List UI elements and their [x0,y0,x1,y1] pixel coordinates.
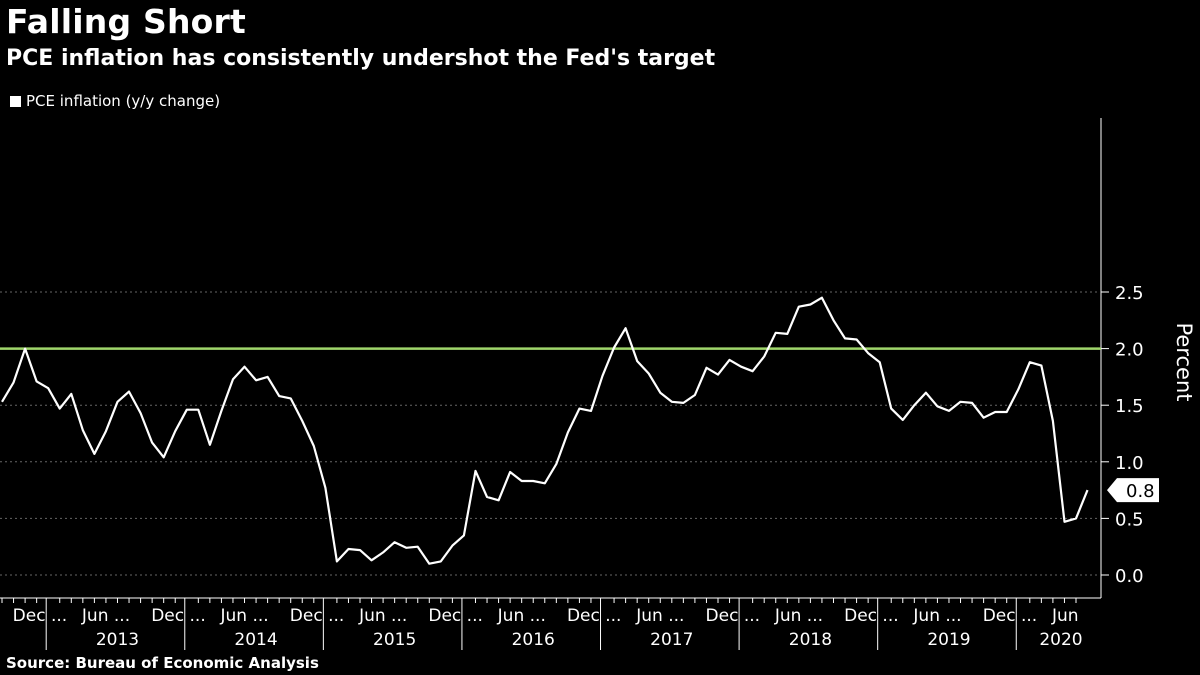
x-year-label: 2017 [650,630,693,650]
y-axis-title: Percent [1172,322,1196,401]
legend-swatch [10,95,21,107]
y-tick-label: 1.5 [1115,396,1144,417]
x-month-label: Dec ... [428,606,483,626]
x-month-label: Dec ... [706,606,761,626]
x-month-label: Jun [1051,606,1079,626]
y-tick-label: 2.5 [1115,283,1144,304]
x-year-label: 2018 [789,630,832,650]
y-tick-label: 2.0 [1115,340,1144,361]
x-month-label: Dec ... [983,606,1038,626]
y-tick-label: 1.0 [1115,453,1144,474]
legend: PCE inflation (y/y change) [10,92,220,110]
x-month-label: Jun ... [220,606,269,626]
x-month-label: Jun ... [635,606,684,626]
y-tick-label: 0.5 [1115,509,1144,530]
last-value-label: 0.8 [1126,481,1155,502]
x-month-label: Dec ... [567,606,622,626]
x-month-label: Dec ... [844,606,899,626]
legend-label: PCE inflation (y/y change) [26,92,221,110]
x-month-label: Jun ... [912,606,961,626]
x-month-label: Jun ... [774,606,823,626]
last-value-tag [1107,478,1159,503]
gridlines [0,291,1100,576]
x-year-label: 2015 [373,630,416,650]
x-year-label: 2013 [96,630,139,650]
x-year-label: 2016 [512,630,555,650]
x-month-label: Dec ... [151,606,206,626]
labels-group: 0.0 0.5 1.0 1.5 2.0 2.5 Percent Dec ... Jun ... D… [13,283,1196,650]
chart-subtitle: PCE inflation has consistently undershot… [6,46,716,71]
x-year-label: 2014 [234,630,277,650]
series-group [1,296,1089,565]
axes [0,118,1109,650]
source-note: Source: Bureau of Economic Analysis [6,654,319,672]
x-month-label: Jun ... [358,606,407,626]
x-month-label: Dec ... [13,606,68,626]
x-year-label: 2020 [1039,630,1082,650]
y-tick-label: 0.0 [1115,566,1144,587]
x-month-label: Jun ... [497,606,546,626]
x-year-label: 2019 [927,630,970,650]
pce-inflation-line [1,296,1089,565]
x-month-label: Dec ... [290,606,345,626]
x-month-label: Jun ... [81,606,130,626]
chart-title: Falling Short [6,2,246,41]
